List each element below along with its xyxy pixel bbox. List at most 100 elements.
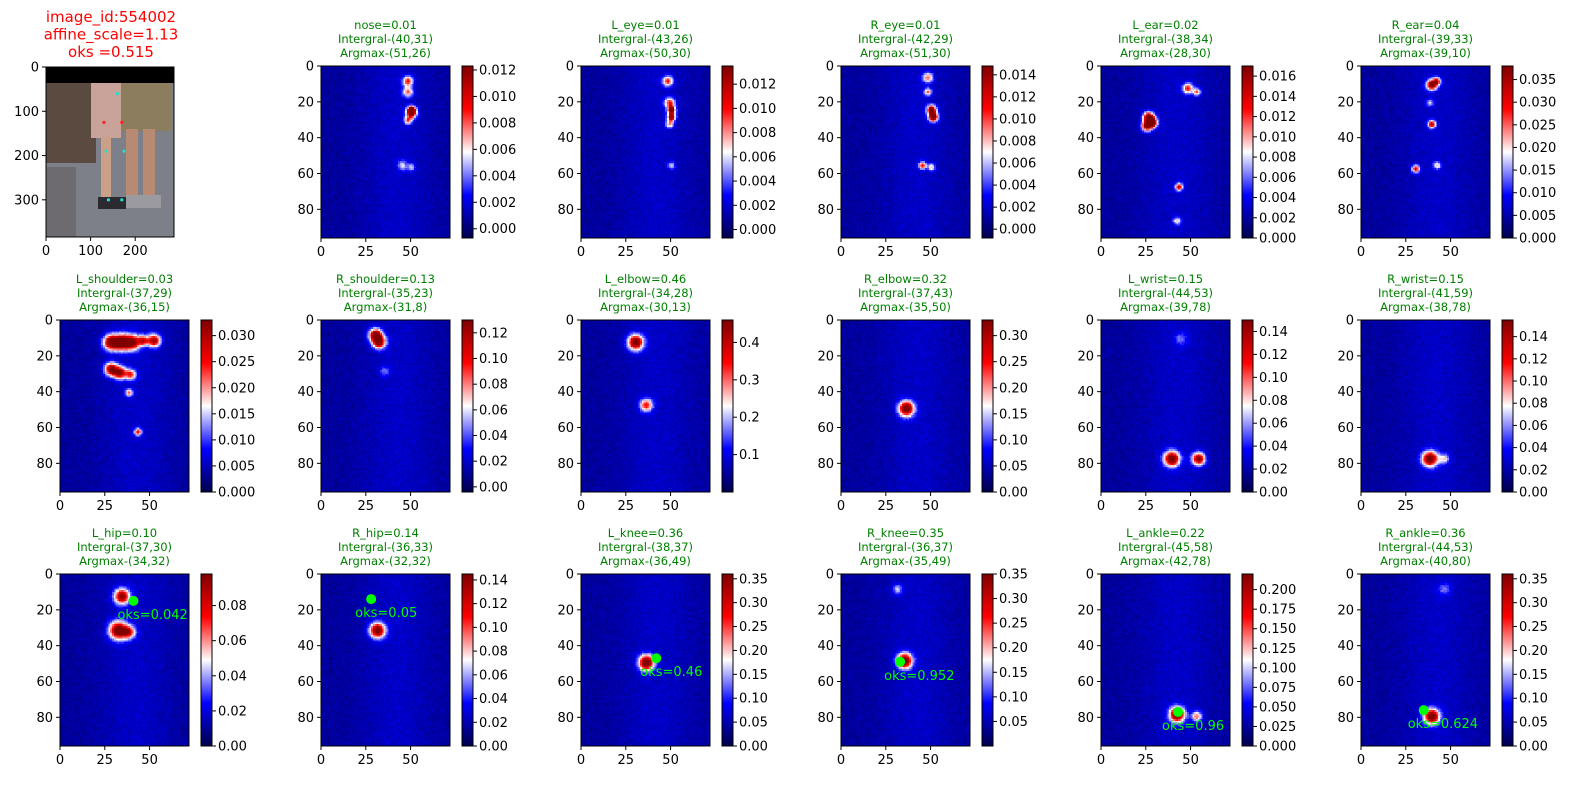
photo-shadow: [46, 167, 76, 237]
heatmap-3-title-line: Argmax-(28,30): [1120, 46, 1211, 60]
heatmap-3-axis-frame: [1100, 65, 1231, 239]
heatmap-9-axis-xtick-label: 0: [1097, 499, 1105, 514]
heatmap-7-axis-xtick-label: 0: [577, 499, 585, 514]
heatmap-11-gt-point: [128, 595, 139, 606]
heatmap-9-axis-ytick-label: 60: [1077, 421, 1094, 436]
heatmap-13-title-line: Argmax-(36,49): [600, 554, 691, 568]
heatmap-3-title-line: L_ear=0.02: [1132, 18, 1198, 32]
heatmap-2-title-line: Intergral-(42,29): [858, 32, 953, 46]
heatmap-5-colorbar: [200, 319, 213, 493]
heatmap-16-title-line: Argmax-(40,80): [1380, 554, 1471, 568]
heatmap-16-colorbar-tick-label: 0.00: [1519, 740, 1548, 755]
heatmap-12-axis-frame: [320, 573, 451, 747]
heatmap-11-colorbar-tick-label: 0.02: [218, 704, 247, 719]
heatmap-1-axis-ytick-label: 60: [557, 167, 574, 182]
heatmap-4-colorbar-tick-label: 0.005: [1519, 209, 1556, 224]
heatmap-9-colorbar: [1241, 319, 1254, 493]
heatmap-12-oks-label: oks=0.05: [355, 606, 417, 621]
heatmap-11-axis-xtick-label: 25: [97, 753, 114, 768]
heatmap-image-13: [581, 574, 710, 746]
heatmap-13-colorbar-tick-label: 0.25: [739, 620, 768, 635]
photo-leg-2: [126, 129, 138, 197]
heatmap-2-axis-ytick-label: 40: [817, 131, 834, 146]
photo-keypoint-cyan: [106, 198, 111, 202]
heatmap-12-axis-xtick-label: 50: [402, 753, 419, 768]
heatmap-2-colorbar-tick-label: 0.010: [999, 112, 1036, 127]
heatmap-5-axis-frame: [59, 319, 190, 493]
heatmap-2-colorbar-tick-label: 0.006: [999, 157, 1036, 172]
heatmap-16-colorbar: [1501, 573, 1514, 747]
heatmap-16-axis-xtick-label: 25: [1398, 753, 1415, 768]
heatmap-8-axis-xtick-label: 25: [878, 499, 895, 514]
heatmap-0-axis-frame: [320, 65, 451, 239]
heatmap-2-colorbar-tick-label: 0.002: [999, 201, 1036, 216]
heatmap-3-colorbar-tick-label: 0.014: [1259, 90, 1296, 105]
heatmap-5-axis-ytick-label: 60: [36, 421, 53, 436]
heatmap-13-axis-frame: [580, 573, 711, 747]
heatmap-9-axis-xtick-label: 50: [1182, 499, 1199, 514]
heatmap-10-colorbar-tick-label: 0.02: [1519, 463, 1548, 478]
heatmap-13-colorbar-tick-label: 0.20: [739, 644, 768, 659]
heatmap-0-title-line: nose=0.01: [354, 18, 417, 32]
heatmap-8-colorbar-tick-label: 0.00: [999, 486, 1028, 501]
heatmap-1-axis-ytick-label: 0: [566, 60, 574, 75]
heatmap-7-axis-ytick-label: 40: [557, 385, 574, 400]
heatmap-15-axis-frame: [1100, 573, 1231, 747]
heatmap-16-axis-ytick-label: 20: [1337, 603, 1354, 618]
heatmap-10-axis-ytick-label: 20: [1337, 349, 1354, 364]
heatmap-10-axis-xtick-label: 0: [1357, 499, 1365, 514]
photo-keypoint-red: [102, 120, 106, 124]
heatmap-6-title-line: R_shoulder=0.13: [336, 272, 435, 286]
heatmap-11-axis-ytick-label: 20: [36, 603, 53, 618]
heatmap-image-12: [321, 574, 450, 746]
heatmap-image-4: [1361, 66, 1490, 238]
heatmap-12-axis-ytick-label: 0: [306, 568, 314, 583]
heatmap-15-title-line: L_ankle=0.22: [1126, 526, 1205, 540]
heatmap-image-6: [321, 320, 450, 492]
heatmap-11-colorbar: [200, 573, 213, 747]
heatmap-8-title-line: R_elbow=0.32: [864, 272, 947, 286]
photo-shoe-2: [126, 195, 161, 208]
heatmap-15-axis-ytick-label: 0: [1086, 568, 1094, 583]
heatmap-11-axis-ytick-label: 0: [45, 568, 53, 583]
heatmap-9-colorbar-tick-label: 0.12: [1259, 348, 1288, 363]
heatmap-11-title-line: Intergral-(37,30): [77, 540, 172, 554]
heatmap-12-colorbar-tick-label: 0.08: [479, 645, 508, 660]
heatmap-9-colorbar-tick-label: 0.14: [1259, 325, 1288, 340]
heatmap-13-title-line: L_knee=0.36: [608, 526, 684, 540]
heatmap-3-axis-ytick-label: 20: [1077, 95, 1094, 110]
heatmap-13-colorbar-tick-label: 0.15: [739, 668, 768, 683]
heatmap-image-11: [60, 574, 189, 746]
heatmap-8-axis-frame: [840, 319, 971, 493]
heatmap-10-axis-ytick-label: 0: [1346, 314, 1354, 329]
heatmap-14-colorbar-tick-label: 0.25: [999, 617, 1028, 632]
heatmap-2-axis-ytick-label: 0: [826, 60, 834, 75]
heatmap-6-axis-xtick-label: 25: [358, 499, 375, 514]
heatmap-5-axis-ytick-label: 20: [36, 349, 53, 364]
heatmap-4-title-line: Intergral-(39,33): [1378, 32, 1473, 46]
heatmap-12-colorbar-tick-label: 0.06: [479, 668, 508, 683]
heatmap-8-colorbar-tick-label: 0.10: [999, 433, 1028, 448]
heatmap-8-colorbar-tick-label: 0.20: [999, 381, 1028, 396]
heatmap-9-axis-ytick-label: 40: [1077, 385, 1094, 400]
heatmap-13-axis-ytick-label: 20: [557, 603, 574, 618]
heatmap-4-axis-frame: [1360, 65, 1491, 239]
heatmap-12-colorbar-tick-label: 0.12: [479, 597, 508, 612]
heatmap-11-colorbar-tick-label: 0.00: [218, 740, 247, 755]
heatmap-10-title-line: R_wrist=0.15: [1387, 272, 1464, 286]
heatmap-4-title-line: Argmax-(39,10): [1380, 46, 1471, 60]
heatmap-12-gt-point: [366, 594, 377, 605]
heatmap-16-axis-frame: [1360, 573, 1491, 747]
heatmap-16-axis-ytick-label: 40: [1337, 639, 1354, 654]
heatmap-16-colorbar-tick-label: 0.10: [1519, 692, 1548, 707]
heatmap-5-colorbar-tick-label: 0.010: [218, 433, 255, 448]
heatmap-8-axis-ytick-label: 20: [817, 349, 834, 364]
heatmap-1-axis-ytick-label: 80: [557, 203, 574, 218]
heatmap-7-axis-ytick-label: 80: [557, 457, 574, 472]
heatmap-7-axis-frame: [580, 319, 711, 493]
heatmap-13-axis-xtick-label: 50: [662, 753, 679, 768]
heatmap-12-colorbar-tick-label: 0.00: [479, 740, 508, 755]
photo-leg-3: [143, 129, 155, 197]
heatmap-12-axis-xtick-label: 25: [358, 753, 375, 768]
heatmap-14-axis-ytick-label: 80: [817, 711, 834, 726]
